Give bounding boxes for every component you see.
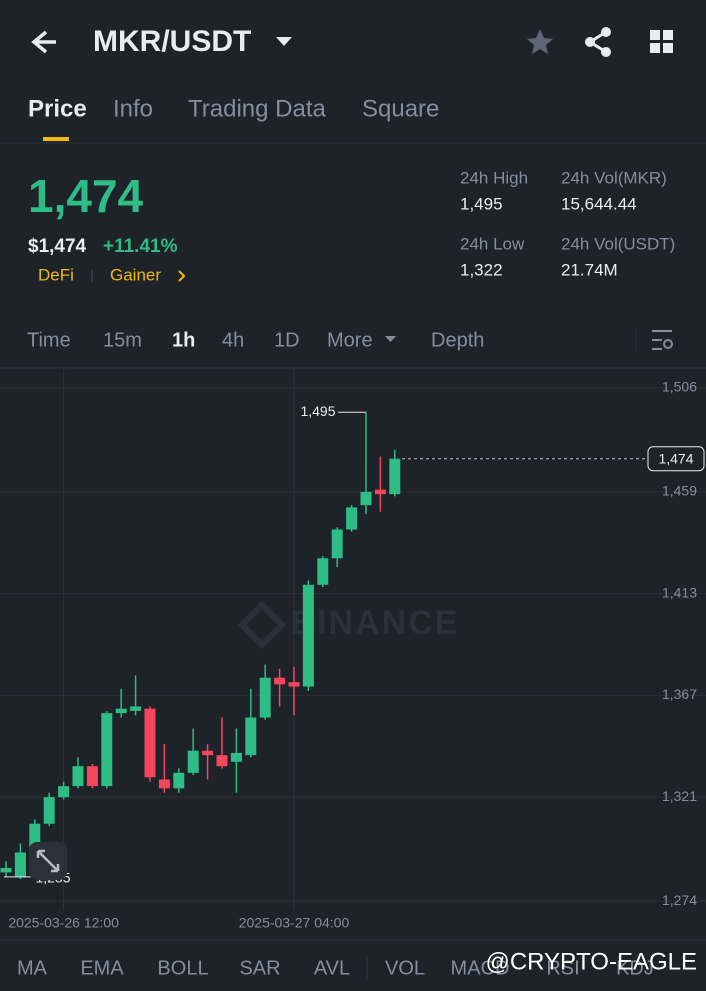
x-tick-label: 2025-03-27 04:00 xyxy=(239,915,350,931)
candle-body xyxy=(115,708,127,714)
share-icon[interactable] xyxy=(585,27,611,57)
candle-body xyxy=(43,797,55,824)
chart-watermark: BINANCE xyxy=(291,604,460,642)
stat-value: 1,495 xyxy=(460,194,503,213)
y-tick-label: 1,506 xyxy=(662,379,697,395)
candle-body xyxy=(202,750,214,756)
interval-tab[interactable]: 1h xyxy=(172,329,195,351)
stat-value: 21.74M xyxy=(561,260,618,279)
y-tick-label: 1,459 xyxy=(662,483,697,499)
indicator-tab[interactable]: SAR xyxy=(239,957,280,979)
more-caret[interactable] xyxy=(385,336,396,342)
interval-tab[interactable]: 1D xyxy=(274,329,300,351)
candle-body xyxy=(288,682,300,687)
indicator-tab[interactable]: RSI xyxy=(546,957,579,979)
candle-body xyxy=(302,584,314,687)
candle-body xyxy=(389,458,401,495)
indicator-tab[interactable]: MA xyxy=(17,957,48,979)
x-tick-label: 2025-03-26 12:00 xyxy=(8,915,119,931)
candle-body xyxy=(216,755,228,767)
interval-tab[interactable]: 15m xyxy=(103,329,142,351)
interval-tab[interactable]: 4h xyxy=(222,329,244,351)
last-price: 1,474 xyxy=(28,170,144,222)
chart-watermark-logo xyxy=(237,600,287,650)
candle-body xyxy=(346,507,358,530)
candle-body xyxy=(173,772,185,789)
stat-value: 15,644.44 xyxy=(561,194,637,213)
tab-underline xyxy=(43,137,69,141)
indicator-tab[interactable]: MACD xyxy=(451,957,510,979)
candle-body xyxy=(72,766,84,787)
last-price-box xyxy=(647,446,705,472)
candle-body xyxy=(230,752,242,762)
tab[interactable]: Price xyxy=(28,95,87,122)
candle-body xyxy=(374,489,386,495)
stat-label: 24h High xyxy=(460,168,528,187)
candle-body xyxy=(144,708,156,778)
pair-caret[interactable] xyxy=(276,37,292,46)
tag[interactable]: DeFi xyxy=(38,265,74,284)
expand-button[interactable] xyxy=(29,842,67,880)
stat-label: 24h Vol(USDT) xyxy=(561,234,675,253)
candle-body xyxy=(274,677,286,685)
indicator-tab[interactable]: EMA xyxy=(80,957,124,979)
stat-label: 24h Low xyxy=(460,234,525,253)
interval-tab[interactable]: Depth xyxy=(431,329,484,351)
menu-icon[interactable] xyxy=(650,30,673,53)
interval-tab[interactable]: Time xyxy=(27,329,71,351)
tag-arrow xyxy=(178,270,186,282)
interval-tab[interactable]: More xyxy=(327,329,373,351)
high-label: 1,495 xyxy=(300,403,335,419)
y-tick-label: 1,321 xyxy=(662,788,697,804)
indicator-tab[interactable]: BOLL xyxy=(157,957,208,979)
candle-body xyxy=(86,766,98,787)
candle-body xyxy=(360,491,372,506)
y-tick-label: 1,413 xyxy=(662,584,697,600)
indicator-tab[interactable]: KDJ xyxy=(616,957,654,979)
tag[interactable]: Gainer xyxy=(110,265,161,284)
y-tick-label: 1,274 xyxy=(662,892,697,908)
candle-body xyxy=(158,779,170,789)
candle-body xyxy=(130,706,142,711)
candle-body xyxy=(0,867,12,873)
usd-price: $1,474 xyxy=(28,236,87,257)
favorite-icon[interactable] xyxy=(527,29,553,54)
candle-body xyxy=(187,750,199,773)
tab[interactable]: Square xyxy=(362,95,439,122)
stat-label: 24h Vol(MKR) xyxy=(561,168,667,187)
y-tick-label: 1,367 xyxy=(662,686,697,702)
candle-body xyxy=(259,677,271,718)
price-change: +11.41% xyxy=(103,236,178,257)
watermark: @CRYPTO-EAGLE xyxy=(485,948,697,975)
tab[interactable]: Info xyxy=(113,95,153,122)
pair-title[interactable]: MKR/USDT xyxy=(93,25,251,58)
stat-value: 1,322 xyxy=(460,260,503,279)
candle-body xyxy=(245,717,257,756)
indicator-tab[interactable]: AVL xyxy=(314,957,350,979)
indicator-tab[interactable]: VOL xyxy=(385,957,425,979)
candle-body xyxy=(58,786,70,798)
candle-body xyxy=(29,823,41,853)
last-price-label: 1,474 xyxy=(658,450,693,466)
candle-body xyxy=(14,852,26,877)
chart-settings-icon[interactable] xyxy=(652,330,673,350)
back-button[interactable] xyxy=(31,30,56,54)
candle-body xyxy=(331,529,343,559)
tab[interactable]: Trading Data xyxy=(188,95,327,122)
candle-body xyxy=(317,558,329,585)
candle-body xyxy=(101,713,113,787)
